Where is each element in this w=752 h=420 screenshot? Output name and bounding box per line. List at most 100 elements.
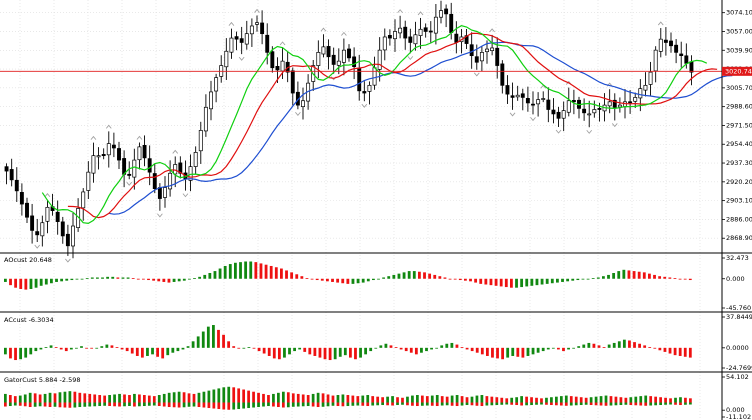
histogram-bar: [252, 347, 256, 349]
gator-upper-bar: [669, 398, 672, 403]
ac-panel[interactable]: [4, 325, 692, 361]
histogram-bar: [382, 277, 386, 279]
histogram-bar: [399, 347, 403, 350]
gator-upper-bar: [490, 396, 494, 403]
gator-lower-bar: [361, 402, 365, 406]
gator-upper-bar: [142, 395, 146, 403]
histogram-bar: [504, 278, 508, 288]
histogram-bar: [515, 278, 518, 288]
histogram-bar: [295, 274, 299, 279]
histogram-bar: [394, 347, 398, 348]
histogram-bar: [470, 347, 474, 352]
histogram-bar: [521, 347, 525, 358]
gator-lower-bar: [639, 402, 643, 406]
histogram-bar: [622, 269, 626, 279]
histogram-bar: [455, 344, 459, 348]
gator-upper-bar: [440, 396, 444, 403]
gator-upper-bar: [485, 396, 489, 403]
candle-bear: [663, 39, 668, 43]
gator-upper-bar: [411, 395, 414, 403]
gator-upper-bar: [182, 392, 186, 403]
gator-lower-bar: [500, 402, 504, 405]
price-axis-label: 2971.50: [726, 121, 752, 129]
candle-bear: [689, 61, 694, 73]
indicator-axis-label: 0.000: [726, 275, 745, 283]
candle-bear: [403, 26, 408, 39]
candle-bear: [178, 162, 183, 174]
gator-upper-bar: [272, 393, 275, 403]
histogram-bar: [648, 273, 651, 279]
histogram-bar: [633, 342, 636, 348]
gator-upper-bar: [152, 396, 156, 403]
histogram-bar: [572, 347, 576, 349]
price-axis-label: 2937.30: [726, 159, 752, 167]
histogram-bar: [142, 278, 145, 280]
histogram-bar: [349, 347, 352, 358]
gator-lower-bar: [564, 402, 568, 406]
histogram-bar: [663, 347, 667, 352]
histogram-bar: [366, 278, 370, 282]
histogram-bar: [499, 278, 503, 287]
histogram-bar: [443, 277, 447, 279]
histogram-bar: [673, 347, 677, 356]
candle-bull: [541, 98, 546, 100]
gator-upper-bar: [545, 397, 548, 403]
gator-lower-bar: [187, 402, 191, 407]
gator-lower-bar: [98, 402, 102, 407]
gator-upper-bar: [450, 395, 454, 403]
candle-bull: [382, 36, 387, 51]
candle-bear: [546, 99, 551, 110]
histogram-bar: [359, 347, 362, 358]
histogram-bar: [632, 271, 636, 279]
histogram-bar: [162, 278, 166, 282]
gator-upper-bar: [138, 394, 141, 403]
histogram-bar: [475, 347, 479, 353]
main-price-panel[interactable]: [0, 0, 733, 263]
histogram-bar: [379, 345, 383, 348]
gator-upper-bar: [684, 397, 687, 403]
histogram-bar: [561, 278, 564, 282]
gator-upper-bar: [103, 395, 107, 403]
gator-upper-bar: [376, 396, 380, 403]
histogram-bar: [247, 347, 251, 348]
histogram-bar: [29, 278, 33, 289]
gator-panel[interactable]: [4, 386, 692, 410]
histogram-bar: [607, 274, 610, 279]
candle-bull: [193, 152, 198, 167]
candle-bear: [387, 35, 392, 39]
gator-upper-bar: [555, 396, 558, 403]
gator-upper-bar: [167, 392, 171, 403]
gator-upper-bar: [540, 398, 543, 403]
histogram-bar: [300, 276, 304, 279]
gator-lower-bar: [356, 402, 360, 406]
histogram-bar: [49, 345, 53, 348]
gator-lower-bar: [93, 402, 97, 407]
gator-upper-bar: [321, 393, 325, 403]
histogram-bar: [135, 347, 139, 356]
gator-lower-bar: [182, 402, 186, 408]
histogram-bar: [64, 347, 68, 352]
histogram-bar: [418, 271, 421, 279]
accelerator-panel[interactable]: [4, 261, 692, 290]
histogram-bar: [409, 347, 413, 353]
histogram-bar: [239, 262, 242, 279]
histogram-bar: [69, 347, 73, 350]
candle-bull: [587, 113, 592, 116]
gator-lower-bar: [23, 402, 27, 407]
candle-bear: [531, 103, 535, 106]
candle-bull: [643, 84, 648, 91]
histogram-bar: [274, 267, 278, 279]
histogram-bar: [545, 278, 549, 284]
candle-bull: [566, 100, 571, 113]
gator-lower-bar: [609, 402, 613, 406]
gator-lower-bar: [157, 402, 161, 407]
indicator-axis-label: 0.0000: [726, 344, 749, 352]
histogram-bar: [147, 278, 150, 281]
histogram-bar: [280, 268, 283, 279]
gator-upper-bar: [277, 392, 280, 403]
gator-upper-bar: [13, 396, 17, 403]
gator-lower-bar: [425, 402, 429, 406]
histogram-bar: [34, 347, 38, 352]
histogram-bar: [237, 347, 241, 349]
